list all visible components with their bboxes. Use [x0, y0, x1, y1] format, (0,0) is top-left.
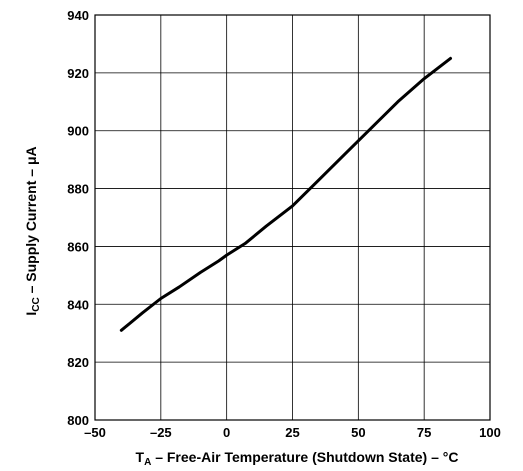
y-tick-label: 800: [67, 413, 89, 428]
y-tick-label: 900: [67, 124, 89, 139]
x-tick-label: 75: [417, 425, 431, 440]
y-axis-title-main: I: [23, 312, 39, 316]
x-tick-label: 50: [351, 425, 365, 440]
plot-frame: [94, 14, 491, 421]
grid: [95, 15, 490, 420]
series-line: [119, 56, 452, 332]
x-tick-label: –25: [150, 425, 172, 440]
y-axis-title: ICC – Supply Current – μA: [23, 146, 42, 315]
x-tick-labels: –50 –25 0 25 50 75 100: [84, 425, 501, 440]
y-tick-label: 860: [67, 239, 89, 254]
x-axis-title-main: T: [136, 449, 145, 465]
y-tick-label: 820: [67, 355, 89, 370]
x-tick-label: 100: [479, 425, 501, 440]
y-tick-label: 840: [67, 297, 89, 312]
y-axis-title-rest: – Supply Current – μA: [23, 146, 39, 297]
y-tick-label: 940: [67, 8, 89, 23]
x-tick-label: –50: [84, 425, 106, 440]
y-tick-label: 880: [67, 182, 89, 197]
x-axis-title-sub: A: [144, 457, 151, 468]
y-tick-label: 920: [67, 66, 89, 81]
y-axis-title-sub: CC: [31, 297, 42, 311]
x-axis-title: TA – Free-Air Temperature (Shutdown Stat…: [136, 449, 459, 468]
x-tick-label: 25: [285, 425, 299, 440]
y-tick-labels: 800 820 840 860 880 900 920 940: [67, 8, 89, 428]
x-axis-title-rest: – Free-Air Temperature (Shutdown State) …: [151, 449, 458, 465]
x-tick-label: 0: [223, 425, 230, 440]
